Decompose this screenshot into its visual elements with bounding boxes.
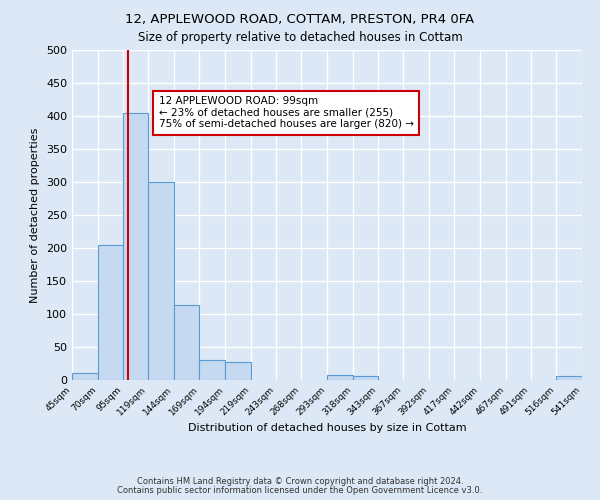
Bar [174,306,199,380]
Bar [148,182,174,380]
Bar [353,376,379,380]
Bar [327,374,353,380]
Text: Contains HM Land Registry data © Crown copyright and database right 2024.: Contains HM Land Registry data © Crown c… [137,477,463,486]
X-axis label: Distribution of detached houses by size in Cottam: Distribution of detached houses by size … [188,422,466,432]
Bar [199,360,225,380]
Text: 12, APPLEWOOD ROAD, COTTAM, PRESTON, PR4 0FA: 12, APPLEWOOD ROAD, COTTAM, PRESTON, PR4… [125,12,475,26]
Bar [225,362,251,380]
Bar [72,374,98,380]
Text: 12 APPLEWOOD ROAD: 99sqm
← 23% of detached houses are smaller (255)
75% of semi-: 12 APPLEWOOD ROAD: 99sqm ← 23% of detach… [158,96,414,130]
Text: Size of property relative to detached houses in Cottam: Size of property relative to detached ho… [137,31,463,44]
Bar [98,244,124,380]
Y-axis label: Number of detached properties: Number of detached properties [31,128,40,302]
Bar [556,376,582,380]
Bar [124,112,148,380]
Text: Contains public sector information licensed under the Open Government Licence v3: Contains public sector information licen… [118,486,482,495]
